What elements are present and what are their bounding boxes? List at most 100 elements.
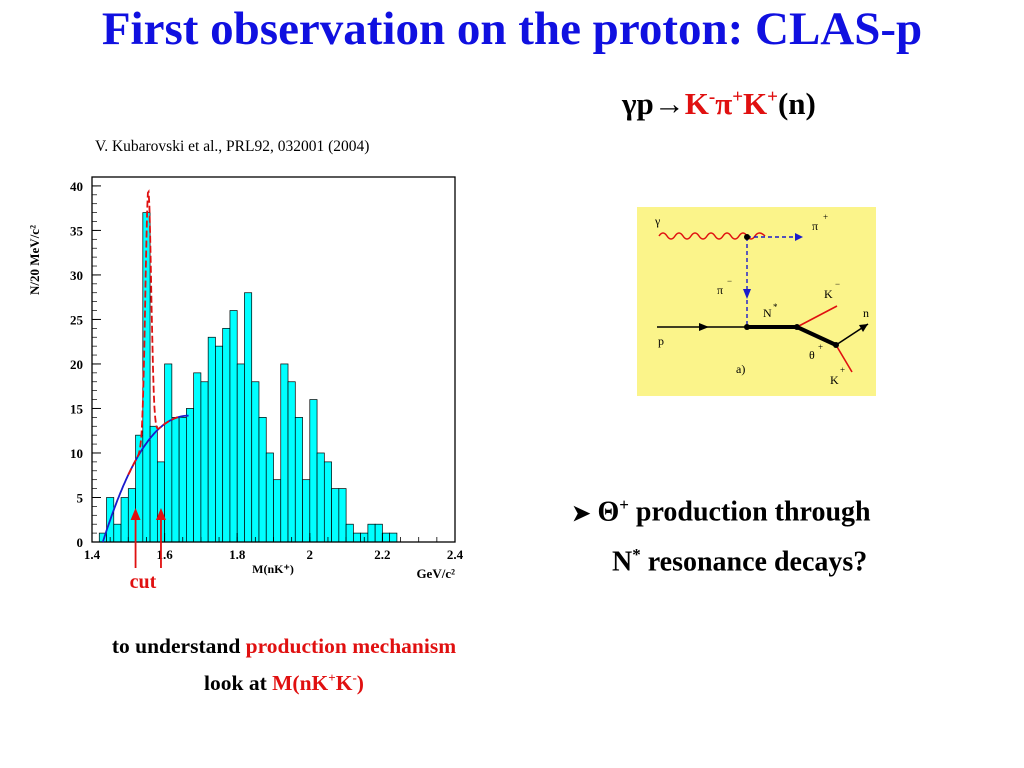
cut-arrow-head: [155, 508, 166, 520]
histogram-bar: [273, 479, 282, 543]
feynman-diagram: γ π + π − K − N * n p θ + K + a): [637, 207, 876, 396]
mass-sup-minus: -: [352, 670, 357, 685]
label-panel: a): [736, 362, 745, 376]
reaction-kminus: K: [684, 86, 709, 121]
y-axis-label: N/20 MeV/c²: [27, 225, 42, 295]
x-tick-label: 2: [307, 547, 314, 562]
bullet-n-sup: *: [632, 545, 641, 565]
label-k-plus-sup: +: [840, 365, 845, 375]
histogram-bar: [309, 399, 318, 543]
histogram-bar: [323, 461, 332, 543]
histogram-bar: [113, 523, 122, 543]
reaction-formula: γp→K-π+K+(n): [622, 86, 816, 122]
histogram-bar: [171, 417, 180, 543]
histogram-bar: [258, 417, 267, 543]
histogram-bar: [382, 532, 391, 543]
diagram-background: [637, 207, 876, 396]
label-pi-plus: π: [812, 219, 818, 233]
mass-k: K: [335, 671, 353, 696]
histogram-bar: [338, 488, 347, 543]
y-tick-label: 10: [70, 446, 83, 461]
lookat-prefix: look at: [204, 671, 273, 696]
reaction-proton: p: [636, 86, 654, 121]
y-tick-label: 15: [70, 401, 84, 416]
citation: V. Kubarovski et al., PRL92, 032001 (200…: [95, 138, 370, 155]
histogram-bar: [280, 363, 289, 543]
k-minus-line: [796, 305, 838, 328]
mass-close: ): [356, 671, 364, 696]
histogram-bar: [331, 488, 340, 543]
mass-sup-plus: +: [328, 670, 336, 685]
y-tick-label: 30: [70, 268, 83, 283]
vertex-top: [744, 234, 750, 240]
vertex-nstar: [794, 324, 800, 330]
pi-exchange-arrow: [743, 289, 751, 299]
signal-fit-curve: [127, 189, 179, 476]
cut-label: cut: [130, 571, 157, 593]
histogram-bar: [207, 336, 216, 543]
histogram-bars: [98, 212, 398, 543]
histogram-bar: [345, 523, 354, 543]
label-n-star: N: [763, 306, 772, 320]
label-k-plus: K: [830, 373, 839, 387]
label-n-star-sup: *: [773, 302, 778, 312]
bullet-n: N: [612, 546, 633, 578]
histogram-bar: [164, 363, 173, 543]
histogram-bar: [367, 523, 376, 543]
x-tick-label: 1.6: [156, 547, 173, 562]
understand-line-1: to understand production mechanism: [0, 630, 568, 662]
label-p: p: [658, 334, 664, 348]
histogram-bar: [215, 345, 224, 543]
bullet-arrow-icon: ➤: [572, 500, 591, 526]
vertex-proton: [744, 324, 750, 330]
x-tick-label: 1.4: [84, 547, 101, 562]
reaction-arrow: →: [653, 86, 685, 121]
reaction-neutron: (n): [777, 86, 816, 121]
proton-arrow: [699, 323, 709, 331]
bullet-text-2: resonance decays?: [640, 546, 868, 578]
bullet-theta-sup: +: [619, 495, 629, 514]
axis-ticks: [91, 176, 456, 543]
histogram-bar: [244, 292, 253, 543]
bullet-line-1: ➤ Θ+ production through: [572, 484, 871, 534]
theta-line: [796, 325, 837, 347]
x-tick-label: 2.4: [447, 547, 464, 562]
y-tick-label: 35: [70, 223, 84, 238]
understand-line-2: look at M(nK+K-): [0, 662, 568, 699]
x-axis-unit: GeV/c²: [416, 566, 455, 581]
reaction-piplus-sup: +: [732, 86, 744, 108]
reaction-kplus-sup: +: [767, 86, 778, 108]
label-k-minus-sup: −: [835, 279, 840, 289]
x-axis-label: M(nK⁺): [252, 562, 294, 576]
bullet-point: ➤ Θ+ production through N* resonance dec…: [572, 484, 871, 584]
neutron-arrow: [859, 324, 868, 332]
histogram-bar: [287, 381, 296, 543]
bullet-line-2: N* resonance decays?: [572, 534, 871, 583]
reaction-kminus-sup: -: [708, 86, 716, 108]
y-tick-label: 0: [77, 535, 84, 550]
y-tick-label: 20: [70, 357, 83, 372]
cut-arrow-head: [130, 508, 141, 520]
histogram-bar: [265, 452, 274, 543]
bullet-text-1: production through: [628, 496, 871, 528]
axis-tick-labels: 1.4 1.6 1.8 2 2.2 2.4 0 5 10 15 20 25 30 35 40: [70, 179, 464, 562]
histogram-chart: 1.4 1.6 1.8 2 2.2 2.4 0 5 10 15 20 25 30 35 40 N/20 Me…: [27, 176, 464, 593]
histogram-bar: [120, 497, 129, 543]
histogram-bar: [294, 417, 303, 543]
x-tick-label: 1.8: [229, 547, 246, 562]
histogram-bar: [178, 417, 187, 543]
label-pi-minus-sup: −: [727, 276, 732, 286]
label-pi-minus: π: [717, 283, 723, 297]
histogram-bar: [186, 408, 194, 543]
histogram-bar: [389, 532, 398, 543]
y-tick-label: 25: [70, 312, 84, 327]
label-pi-plus-sup: +: [823, 212, 828, 222]
y-tick-label: 5: [77, 490, 84, 505]
mass-open: M(nK: [272, 671, 329, 696]
understand-text: to understand production mechanism look …: [0, 630, 568, 699]
reaction-gamma: γ: [622, 86, 637, 121]
histogram-bar: [149, 425, 158, 543]
vertex-theta: [833, 342, 839, 348]
label-theta-sup: +: [818, 342, 823, 352]
histogram-bar: [374, 523, 383, 543]
